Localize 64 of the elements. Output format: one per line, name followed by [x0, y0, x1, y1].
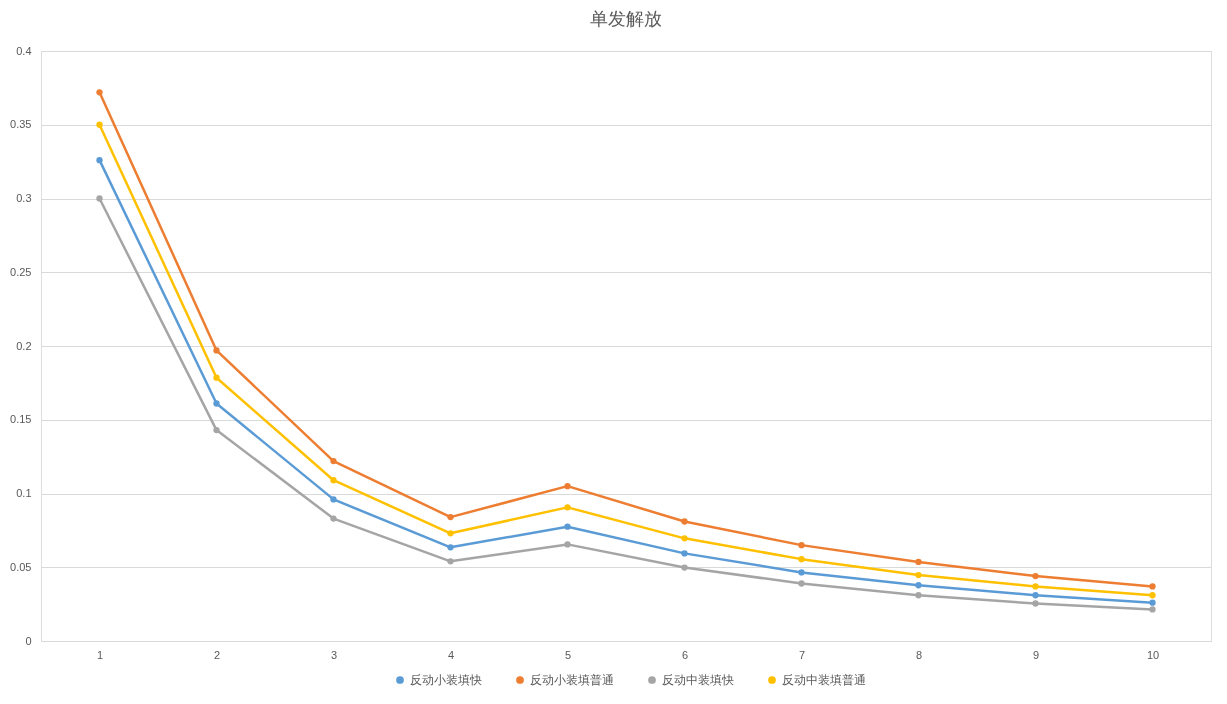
point [96, 89, 103, 96]
point [447, 544, 454, 551]
point [681, 550, 688, 557]
point [681, 564, 688, 571]
legend-label: 反动中装填普通 [782, 673, 866, 687]
y-tick-label: 0.25 [10, 265, 32, 278]
x-tick-label: 4 [447, 648, 455, 661]
point [564, 541, 571, 548]
point [1149, 592, 1156, 599]
point [447, 513, 454, 521]
point [798, 569, 805, 576]
point [447, 530, 454, 537]
chart-title: 单发解放 [590, 9, 662, 29]
point [213, 347, 220, 354]
point [1032, 572, 1039, 580]
point [447, 558, 454, 565]
legend-label: 反动小装填普通 [530, 673, 614, 687]
x-tick-label: 9 [1032, 648, 1040, 661]
point [330, 457, 337, 465]
point [330, 496, 337, 503]
y-tick-label: 0.05 [10, 560, 32, 573]
point [564, 482, 571, 490]
point [96, 156, 103, 164]
point [1149, 599, 1156, 606]
point [213, 374, 220, 381]
point [96, 195, 103, 202]
x-tick-label: 10 [1146, 648, 1160, 661]
point [798, 555, 805, 563]
y-tick-label: 0.35 [10, 118, 32, 131]
y-tick-label: 0.3 [16, 192, 32, 204]
point [213, 400, 220, 407]
point [330, 515, 337, 522]
point [915, 592, 922, 599]
point [564, 523, 571, 530]
point [1149, 583, 1156, 590]
y-tick-label: 0.4 [16, 44, 32, 57]
x-tick-label: 2 [213, 648, 221, 661]
x-tick-label: 8 [915, 648, 923, 661]
point [915, 558, 922, 566]
point [564, 504, 571, 511]
y-tick-label: 0 [25, 634, 32, 647]
point [330, 477, 337, 484]
y-tick-label: 0.1 [16, 487, 32, 499]
point [1032, 583, 1039, 590]
point [1149, 606, 1156, 613]
x-tick-label: 3 [330, 648, 338, 661]
point [798, 580, 805, 587]
point [681, 535, 688, 542]
x-tick-label: 7 [798, 648, 806, 661]
point [1032, 600, 1039, 607]
x-tick-label: 1 [96, 648, 104, 661]
point [1032, 592, 1039, 599]
point [915, 582, 922, 589]
point [915, 571, 922, 579]
point [681, 518, 688, 525]
legend-label: 反动小装填快 [410, 673, 482, 687]
point [96, 121, 103, 128]
y-tick-label: 0.15 [10, 413, 32, 426]
point [798, 541, 805, 549]
y-tick-label: 0.2 [16, 339, 32, 352]
point [213, 426, 220, 434]
x-tick-label: 6 [681, 648, 689, 661]
legend-label: 反动中装填快 [662, 673, 734, 687]
x-tick-label: 5 [564, 648, 572, 661]
